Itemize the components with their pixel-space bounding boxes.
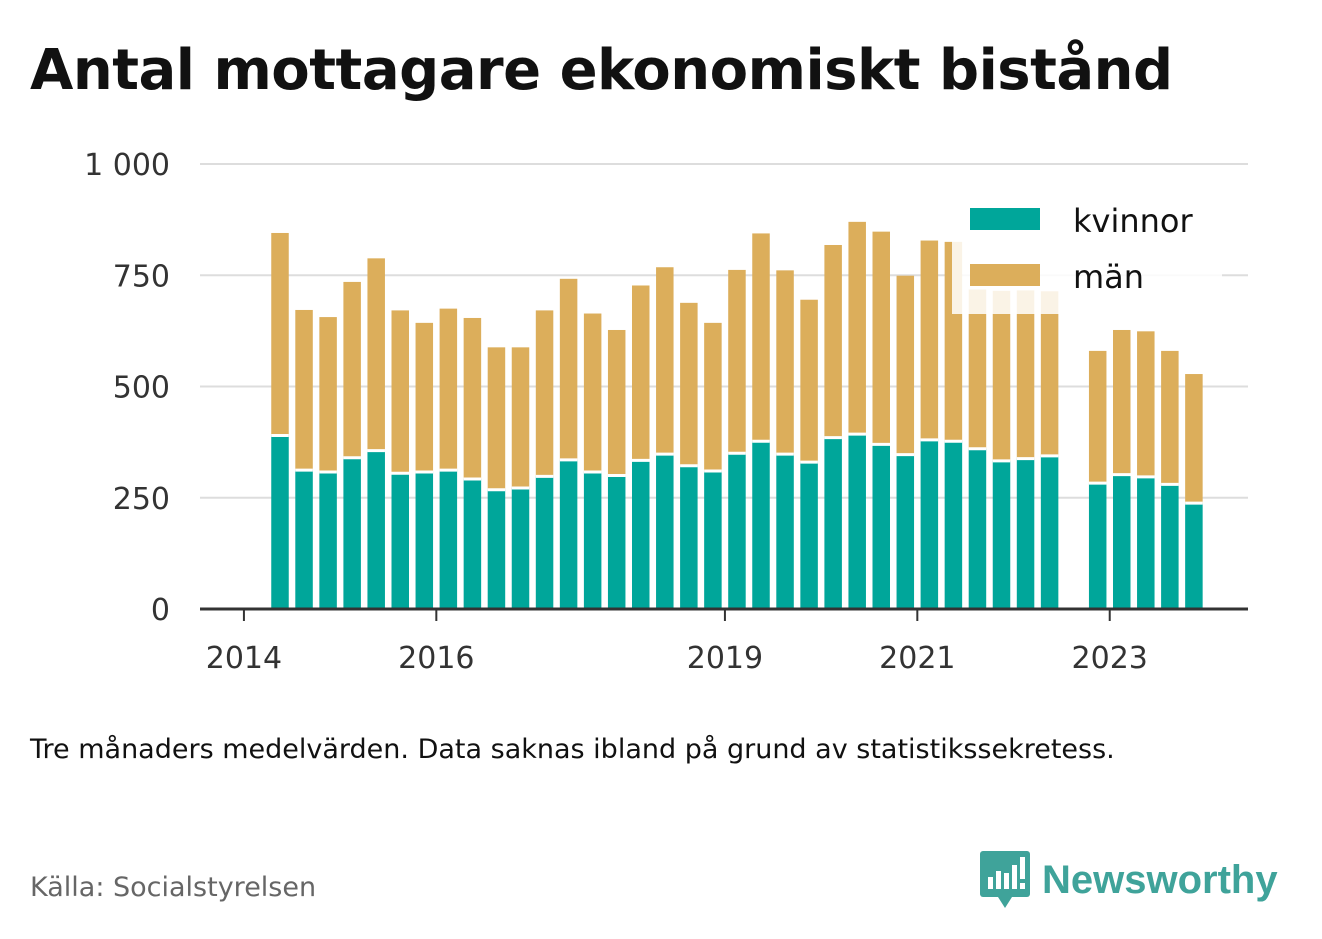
bar-kvinnor	[415, 471, 434, 609]
bar-man	[343, 281, 361, 458]
bar-man	[511, 347, 530, 488]
bar-kvinnor	[319, 471, 337, 609]
bar-kvinnor	[872, 444, 890, 609]
bar-man	[271, 232, 289, 436]
bar-man	[559, 278, 578, 460]
y-tick-label: 0	[151, 593, 170, 628]
x-tick-label: 2021	[879, 641, 955, 676]
bar-kvinnor	[656, 454, 674, 609]
bar-kvinnor	[824, 437, 842, 609]
bar-man	[367, 258, 385, 451]
bar-man	[848, 221, 866, 435]
x-tick-label: 2014	[206, 641, 282, 676]
bar-man	[896, 275, 915, 455]
bar-man	[463, 317, 482, 480]
bar-kvinnor	[559, 459, 578, 609]
bar-man	[319, 317, 337, 472]
bar-kvinnor	[632, 460, 650, 609]
bar-kvinnor	[1137, 476, 1155, 609]
bar-man	[752, 233, 770, 442]
bar-kvinnor	[391, 473, 409, 609]
stacked-bar-chart: 0 250 500 750 1 000 2014 2016 2019 2021 2023 kvinn…	[84, 148, 1248, 676]
bar-man	[1040, 291, 1059, 456]
bar-kvinnor	[800, 462, 818, 609]
bar-kvinnor	[968, 448, 987, 609]
bar-kvinnor	[607, 475, 626, 609]
bar-kvinnor	[295, 470, 313, 609]
bar-man	[535, 310, 554, 477]
bar-kvinnor	[463, 479, 482, 609]
bar-kvinnor	[535, 476, 554, 609]
bar-man	[415, 322, 434, 472]
bar-kvinnor	[728, 453, 746, 609]
bar-man	[872, 231, 890, 445]
bar-man	[800, 299, 818, 463]
bar-kvinnor	[752, 441, 770, 609]
y-tick-label: 250	[113, 482, 170, 517]
bar-man	[776, 270, 794, 455]
source-credit: Källa: Socialstyrelsen	[30, 872, 317, 903]
bar-kvinnor	[992, 460, 1011, 609]
bar-kvinnor	[680, 465, 698, 609]
newsworthy-logo: Newsworthy	[980, 850, 1278, 910]
bar-man	[487, 347, 506, 490]
bar-man	[583, 313, 602, 472]
bar-kvinnor	[367, 450, 385, 609]
x-tick-label: 2019	[687, 641, 763, 676]
bar-kvinnor	[920, 439, 939, 609]
bar-kvinnor	[944, 441, 963, 609]
brand-name: Newsworthy	[1042, 857, 1278, 902]
bar-man	[1137, 331, 1155, 477]
bar-man	[1161, 350, 1179, 485]
bar-kvinnor	[487, 489, 506, 609]
bar-man	[920, 240, 939, 440]
bar-man	[632, 285, 650, 461]
y-tick-label: 1 000	[84, 148, 170, 183]
legend-swatch-kvinnor	[970, 208, 1040, 230]
legend-swatch-män	[970, 264, 1040, 286]
bar-kvinnor	[1185, 503, 1203, 609]
newsworthy-logo-icon	[980, 851, 1030, 908]
bar-man	[728, 269, 746, 454]
bar-kvinnor	[896, 454, 915, 609]
y-tick-label: 500	[113, 371, 170, 406]
bar-kvinnor	[511, 487, 530, 609]
x-tick-label: 2016	[398, 641, 474, 676]
bar-kvinnor	[848, 434, 866, 609]
bar-man	[680, 302, 698, 466]
y-tick-label: 750	[113, 259, 170, 294]
bar-man	[1016, 290, 1035, 459]
x-tick-label: 2023	[1072, 641, 1148, 676]
bar-man	[391, 310, 409, 474]
bar-man	[1185, 374, 1203, 504]
bar-man	[824, 244, 842, 438]
bar-man	[607, 329, 626, 476]
bar-kvinnor	[1040, 455, 1059, 609]
bar-man	[968, 289, 987, 449]
bar-man	[1113, 329, 1131, 475]
legend-label-män: män	[1073, 258, 1144, 296]
bar-man	[704, 322, 722, 472]
bar-kvinnor	[1113, 474, 1131, 609]
bar-kvinnor	[704, 471, 722, 609]
bar-kvinnor	[1016, 458, 1035, 609]
bar-man	[656, 267, 674, 455]
bar-kvinnor	[1088, 483, 1107, 609]
chart-title: Antal mottagare ekonomiskt bistånd	[30, 38, 1173, 103]
bar-man	[439, 308, 458, 471]
bar-kvinnor	[583, 471, 602, 609]
bar-kvinnor	[1161, 484, 1179, 609]
chart-note: Tre månaders medelvärden. Data saknas ib…	[30, 734, 1115, 765]
bar-man	[1088, 350, 1107, 484]
bar-kvinnor	[343, 457, 361, 609]
legend-label-kvinnor: kvinnor	[1073, 202, 1194, 240]
bar-man	[992, 290, 1011, 461]
bar-man	[295, 309, 313, 471]
bar-kvinnor	[271, 435, 289, 609]
bar-kvinnor	[439, 470, 458, 609]
bar-kvinnor	[776, 454, 794, 609]
